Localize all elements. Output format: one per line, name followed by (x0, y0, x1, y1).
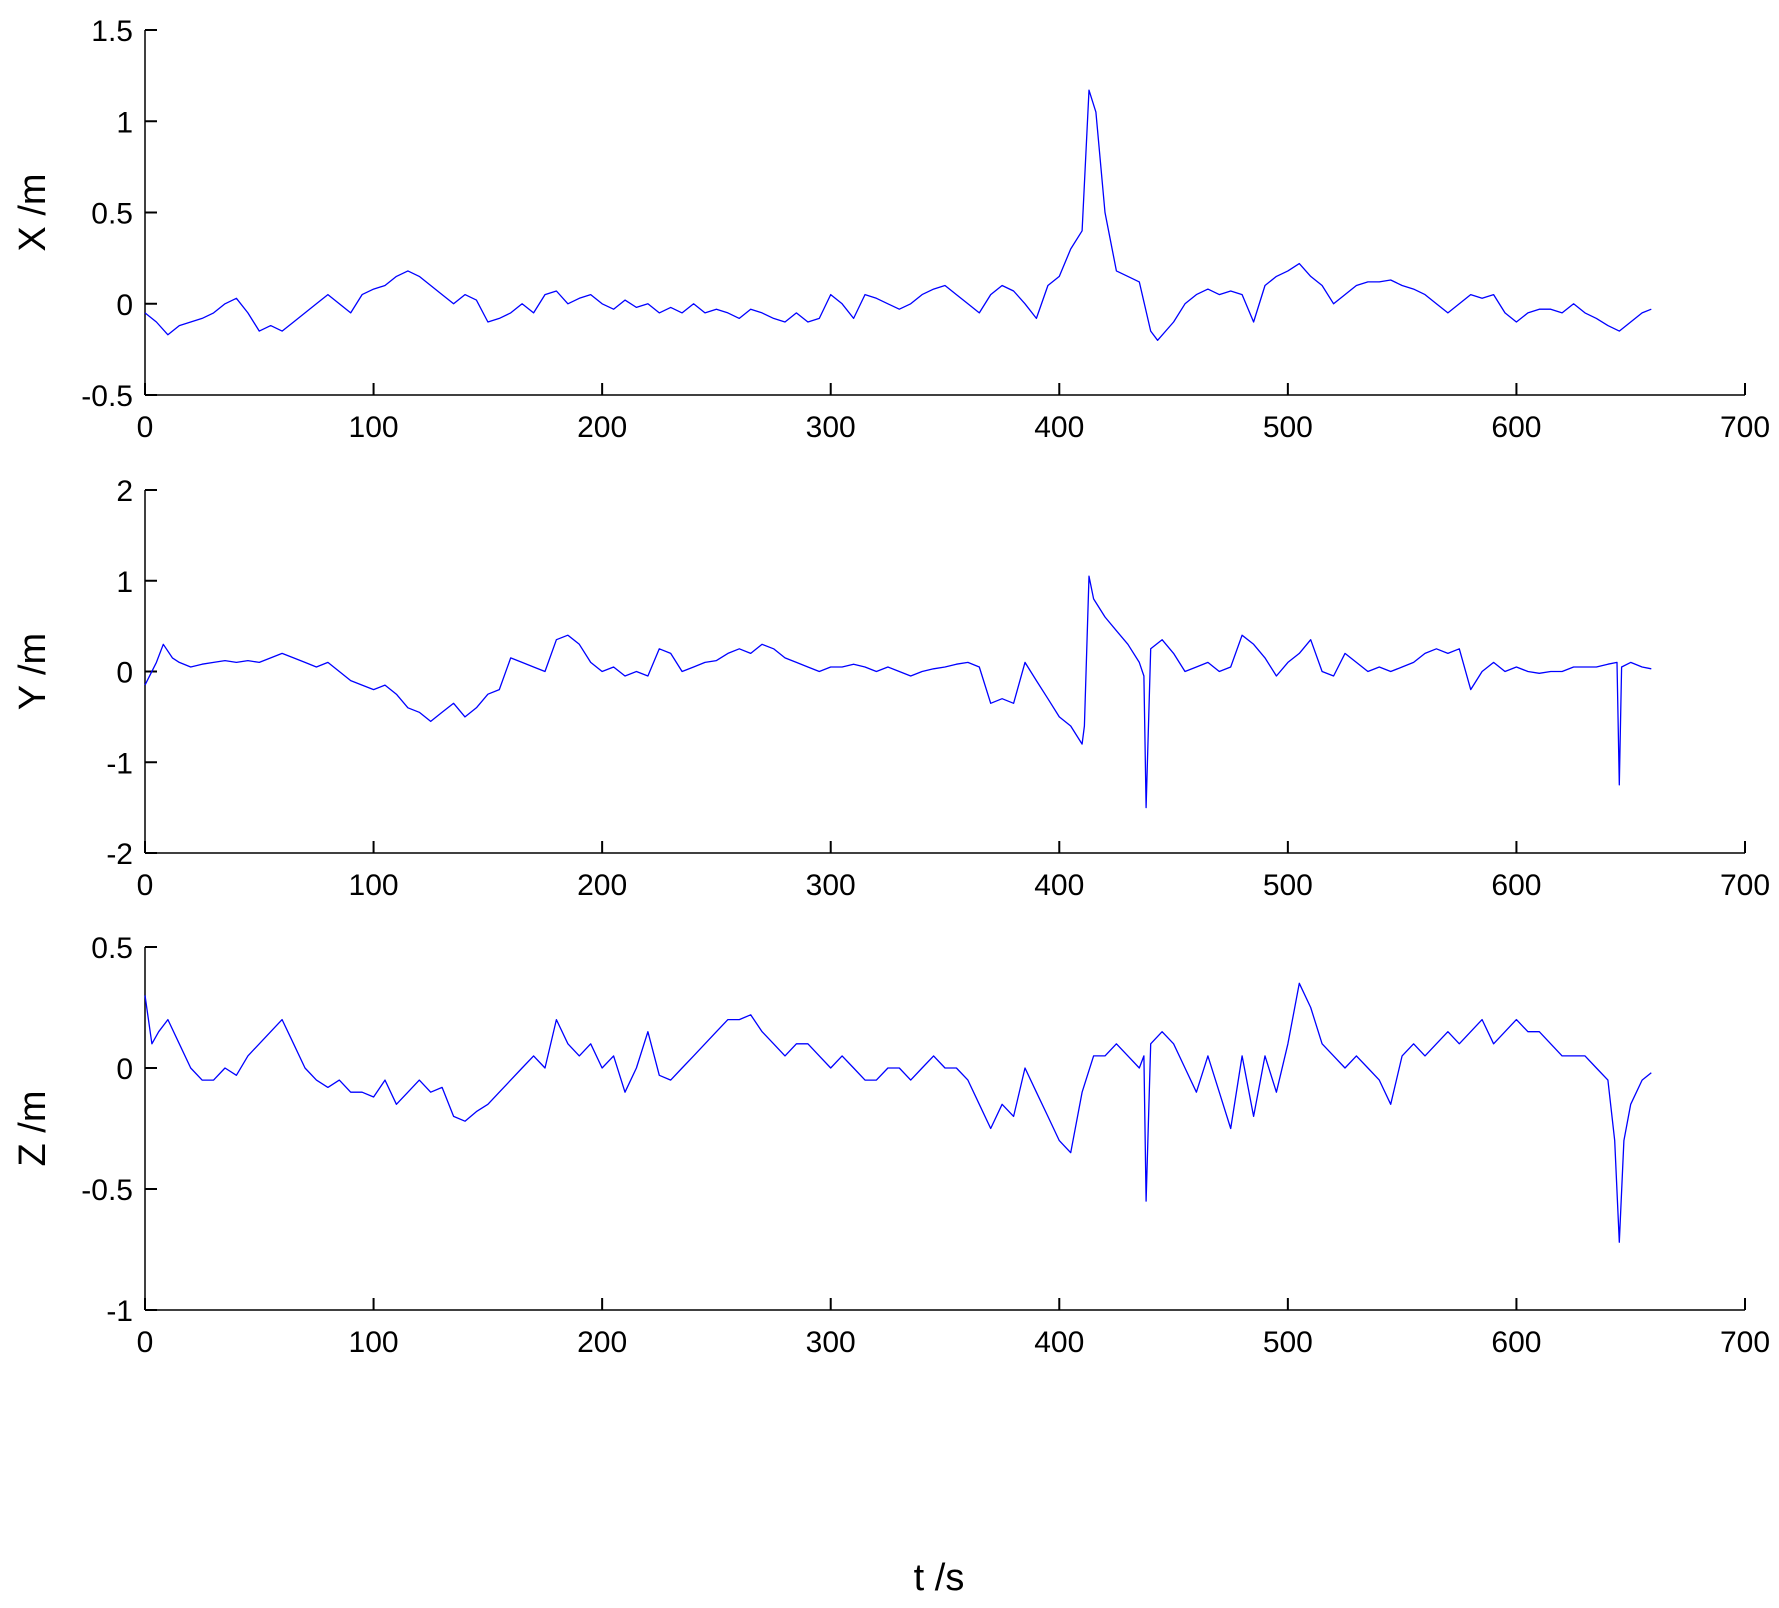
panel-2: 0 100 200 300 400 500 600 700 -2 -1 0 1 2 Y /m (12, 475, 1770, 902)
series-line (144, 89, 1652, 341)
x-tick-label: 600 (1491, 411, 1541, 444)
x-tick-label: 300 (806, 869, 856, 902)
x-tick-label: 100 (349, 411, 399, 444)
x-tick-label: 0 (137, 411, 154, 444)
x-tick-label: 300 (806, 1326, 856, 1359)
y-tick-label: 0 (116, 289, 133, 322)
x-tick-label: 700 (1720, 1326, 1770, 1359)
x-tick-label: 400 (1034, 411, 1084, 444)
x-tick-label: 300 (806, 411, 856, 444)
x-tick-label: 700 (1720, 411, 1770, 444)
y-tick-label: 0.5 (91, 932, 133, 965)
x-tick-label: 100 (349, 869, 399, 902)
panels: 0 100 200 300 400 500 600 700-0.500.511.5X /m0 1… (12, 15, 1770, 1359)
y-tick-label: -0.5 (81, 1174, 133, 1207)
series-line (144, 982, 1652, 1243)
x-tick-label: 600 (1491, 869, 1541, 902)
y-axis-label: Y /m (12, 633, 54, 710)
panel-3: 0 100 200 300 400 500 600 700 -1 -0.5 0 0.5 Z /m (12, 932, 1770, 1359)
x-tick-label: 500 (1263, 411, 1313, 444)
x-tick-label: 500 (1263, 1326, 1313, 1359)
y-tick-label: -1 (106, 1295, 133, 1328)
x-axis-label: t /s (914, 1557, 965, 1599)
x-tick-label: 0 (137, 869, 154, 902)
x-tick-label: 600 (1491, 1326, 1541, 1359)
y-tick-label: 2 (116, 475, 133, 508)
y-tick-label: 0 (116, 657, 133, 690)
y-tick-label: 1 (116, 566, 133, 599)
y-tick-label: 1.5 (91, 15, 133, 48)
x-tick-label: 400 (1034, 869, 1084, 902)
x-tick-label: 0 (137, 1326, 154, 1359)
x-tick-label: 200 (577, 1326, 627, 1359)
y-tick-label: 0.5 (91, 198, 133, 231)
y-tick-label: -2 (106, 838, 133, 871)
x-tick-label: 200 (577, 411, 627, 444)
y-tick-label: 1 (116, 106, 133, 139)
y-tick-label: 0 (116, 1053, 133, 1086)
series-line (144, 575, 1652, 809)
y-axis-label: Z /m (12, 1091, 54, 1167)
y-axis-label: X /m (12, 173, 54, 251)
y-tick-label: -0.5 (81, 380, 133, 413)
x-tick-label: 700 (1720, 869, 1770, 902)
x-tick-label: 500 (1263, 869, 1313, 902)
x-tick-label: 200 (577, 869, 627, 902)
y-tick-label: -1 (106, 747, 133, 780)
panel-1: 0 100 200 300 400 500 600 700-0.500.511.5X /m (12, 15, 1770, 444)
x-tick-label: 400 (1034, 1326, 1084, 1359)
x-tick-label: 100 (349, 1326, 399, 1359)
